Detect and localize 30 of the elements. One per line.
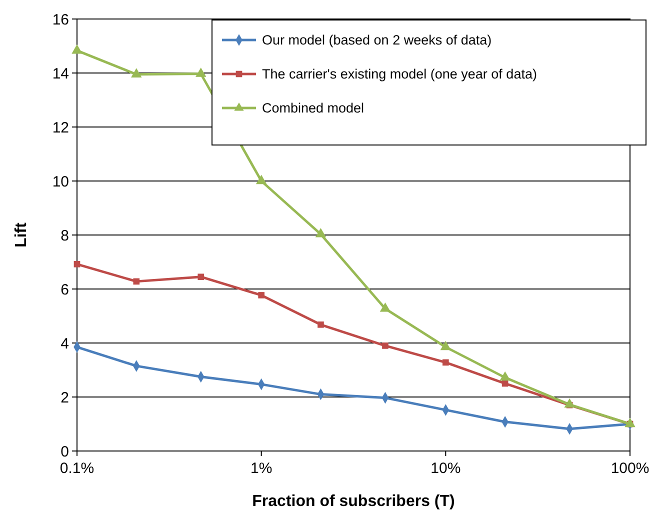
point: [72, 44, 82, 54]
y-tick-label: 12: [52, 119, 69, 136]
x-axis-title: Fraction of subscribers (T): [252, 493, 455, 510]
point: [256, 174, 267, 184]
point: [74, 261, 80, 268]
point: [442, 359, 449, 366]
point: [624, 418, 636, 428]
y-axis-title: Lift: [13, 222, 30, 248]
point: [258, 292, 264, 298]
y-tick-label: 0: [60, 443, 69, 460]
point: [382, 342, 388, 349]
x-tick-label: 1%: [250, 460, 272, 477]
point: [380, 302, 391, 312]
y-tick-label: 14: [52, 65, 69, 82]
point: [440, 340, 452, 350]
x-tick-label: 0.1%: [60, 460, 94, 477]
legend-label: Combined model: [262, 100, 364, 116]
x-tick-label: 100%: [610, 460, 650, 477]
legend-label: The carrier's existing model (one year of data): [262, 66, 537, 82]
legend-label: Our model (based on 2 weeks of data): [262, 32, 492, 48]
y-tick-label: 2: [60, 389, 69, 406]
y-tick-label: 8: [60, 227, 69, 244]
y-tick-label: 10: [52, 173, 69, 190]
x-tick-label: 10%: [430, 460, 461, 477]
y-tick-label: 4: [60, 335, 69, 352]
y-tick-label: 6: [60, 281, 69, 298]
point: [196, 68, 206, 77]
y-tick-label: 16: [52, 11, 69, 28]
point: [564, 398, 575, 408]
point: [198, 274, 204, 280]
